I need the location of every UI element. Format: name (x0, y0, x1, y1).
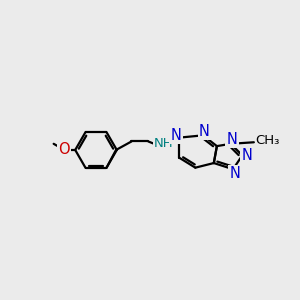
Text: N: N (230, 166, 240, 181)
Text: NH: NH (154, 137, 174, 150)
Text: O: O (58, 142, 70, 158)
Text: N: N (199, 124, 210, 139)
Text: N: N (171, 128, 182, 143)
Text: N: N (242, 148, 252, 163)
Text: N: N (226, 132, 238, 147)
Text: CH₃: CH₃ (255, 134, 280, 147)
